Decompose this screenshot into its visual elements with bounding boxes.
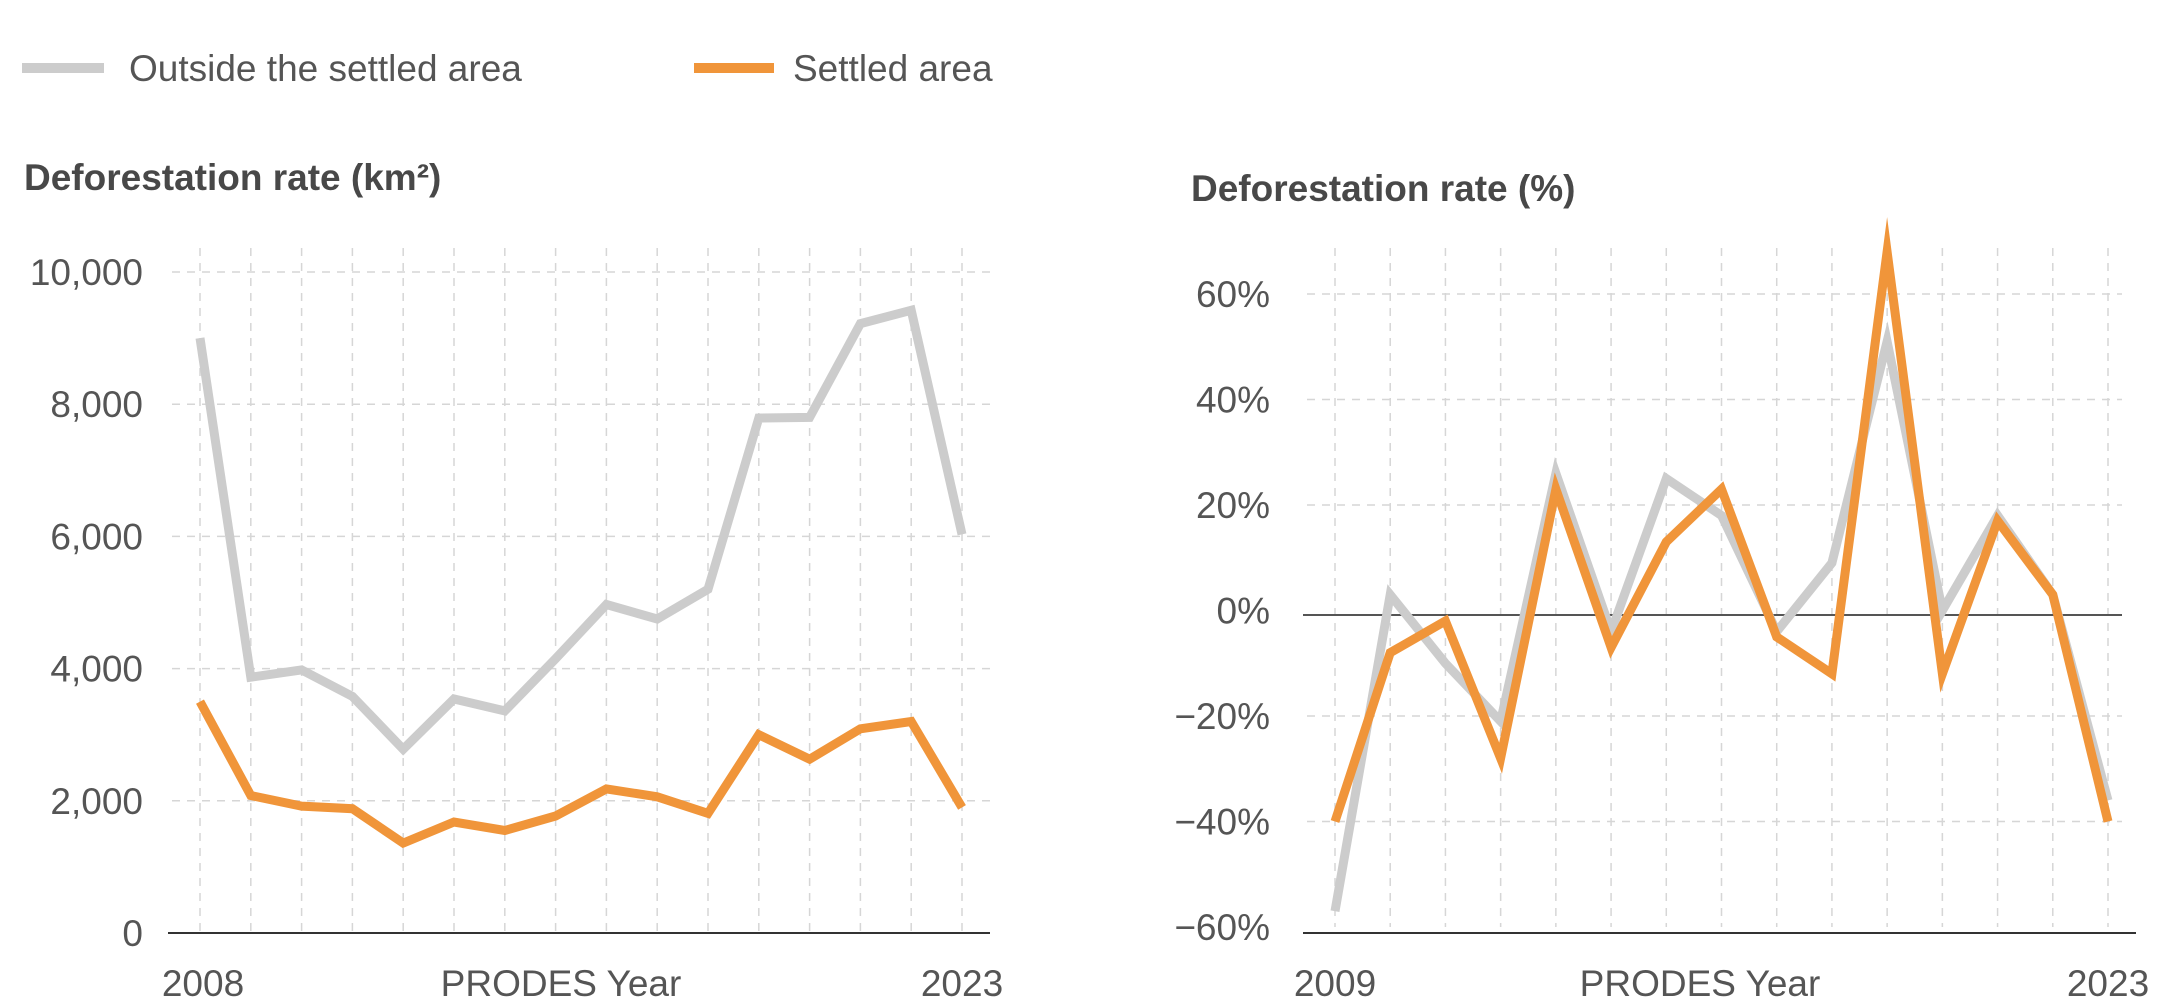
legend: Outside the settled area Settled area: [22, 48, 993, 89]
y-tick-label: 20%: [1196, 485, 1270, 526]
series-group: [195, 304, 967, 849]
legend-label-outside: Outside the settled area: [129, 48, 522, 89]
x-axis-title: PRODES Year: [441, 963, 682, 1004]
y-tick-label: −20%: [1174, 696, 1270, 737]
y-tick-label: 40%: [1196, 380, 1270, 421]
x-tick-label-start: 2008: [162, 963, 244, 1004]
y-axis-ticks: 0 2,000 4,000 6,000 8,000 10,000: [30, 252, 143, 954]
series-group: [1330, 217, 2113, 912]
chart-title: Deforestation rate (%): [1191, 168, 1575, 209]
series-line-outside-the-settled-area: [1330, 321, 2113, 912]
y-tick-label: 10,000: [30, 252, 143, 293]
y-axis-ticks: −60% −40% −20% 0% 20% 40% 60%: [1174, 274, 1270, 948]
x-tick-label-end: 2023: [921, 963, 1003, 1004]
legend-item-outside: Outside the settled area: [22, 48, 522, 89]
x-axis-title: PRODES Year: [1580, 963, 1821, 1004]
y-tick-label: 0%: [1217, 591, 1270, 632]
y-tick-label: −40%: [1174, 802, 1270, 843]
y-tick-label: 60%: [1196, 274, 1270, 315]
y-tick-label: 2,000: [50, 781, 143, 822]
y-tick-label: 0: [122, 913, 143, 954]
series-line-settled-area: [196, 699, 966, 849]
grid: [1307, 248, 2122, 927]
y-tick-label: 8,000: [50, 384, 143, 425]
legend-label-settled: Settled area: [793, 48, 993, 89]
x-tick-label-start: 2009: [1294, 963, 1376, 1004]
legend-item-settled: Settled area: [694, 48, 993, 89]
series-line-settled-area: [1330, 217, 2113, 823]
y-tick-label: 4,000: [50, 649, 143, 690]
series-line-outside-the-settled-area: [195, 304, 967, 756]
y-tick-label: 6,000: [50, 516, 143, 557]
chart-percent-rate: Deforestation rate (%) −60% −40% −20% 0% 20%…: [1174, 168, 2149, 1004]
y-tick-label: −60%: [1174, 907, 1270, 948]
grid: [172, 248, 990, 933]
chart-title: Deforestation rate (km²): [24, 157, 441, 198]
chart-absolute-rate: Deforestation rate (km²) 0 2,000 4,000 6,00…: [24, 157, 1003, 1004]
x-tick-label-end: 2023: [2067, 963, 2149, 1004]
